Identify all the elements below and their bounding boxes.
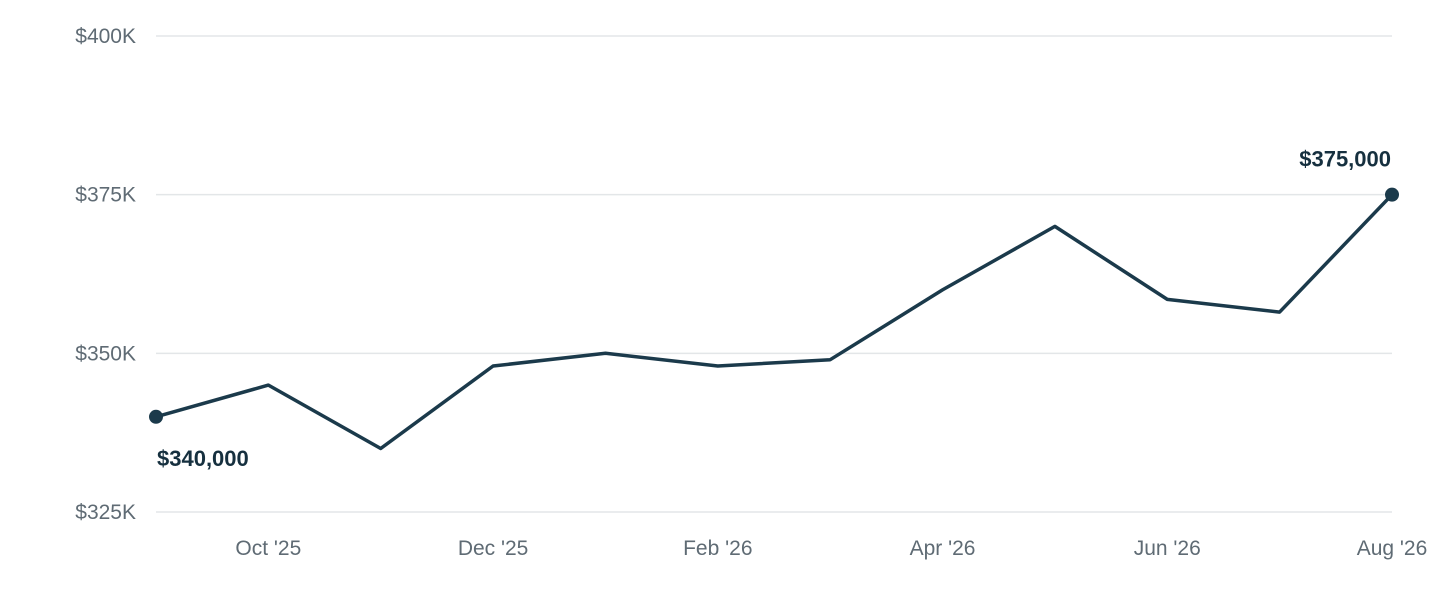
x-tick-label: Feb '26 bbox=[683, 537, 752, 560]
series-layer bbox=[149, 187, 1399, 451]
x-tick-label: Apr '26 bbox=[910, 537, 976, 560]
x-axis-tick-labels: Oct '25 Dec '25 Feb '26 Apr '26 Jun '26 Aug '… bbox=[235, 537, 1427, 560]
data-point-marker bbox=[1385, 187, 1399, 202]
y-tick-label: $325K bbox=[75, 501, 136, 524]
x-tick-label: Dec '25 bbox=[458, 537, 529, 560]
y-tick-label: $375K bbox=[75, 184, 136, 207]
grid bbox=[156, 35, 1392, 513]
y-tick-label: $400K bbox=[75, 25, 136, 48]
data-point-marker bbox=[149, 409, 163, 424]
y-tick-label: $350K bbox=[75, 342, 136, 365]
y-axis-tick-labels: $325K $350K $375K $400K bbox=[75, 25, 136, 524]
data-labels: $340,000 $375,000 bbox=[157, 147, 1391, 471]
x-tick-label: Jun '26 bbox=[1134, 537, 1201, 560]
data-label: $340,000 bbox=[157, 446, 249, 471]
x-tick-label: Aug '26 bbox=[1357, 537, 1428, 560]
series-line bbox=[154, 192, 1394, 451]
data-label: $375,000 bbox=[1299, 147, 1391, 172]
x-tick-label: Oct '25 bbox=[235, 537, 301, 560]
